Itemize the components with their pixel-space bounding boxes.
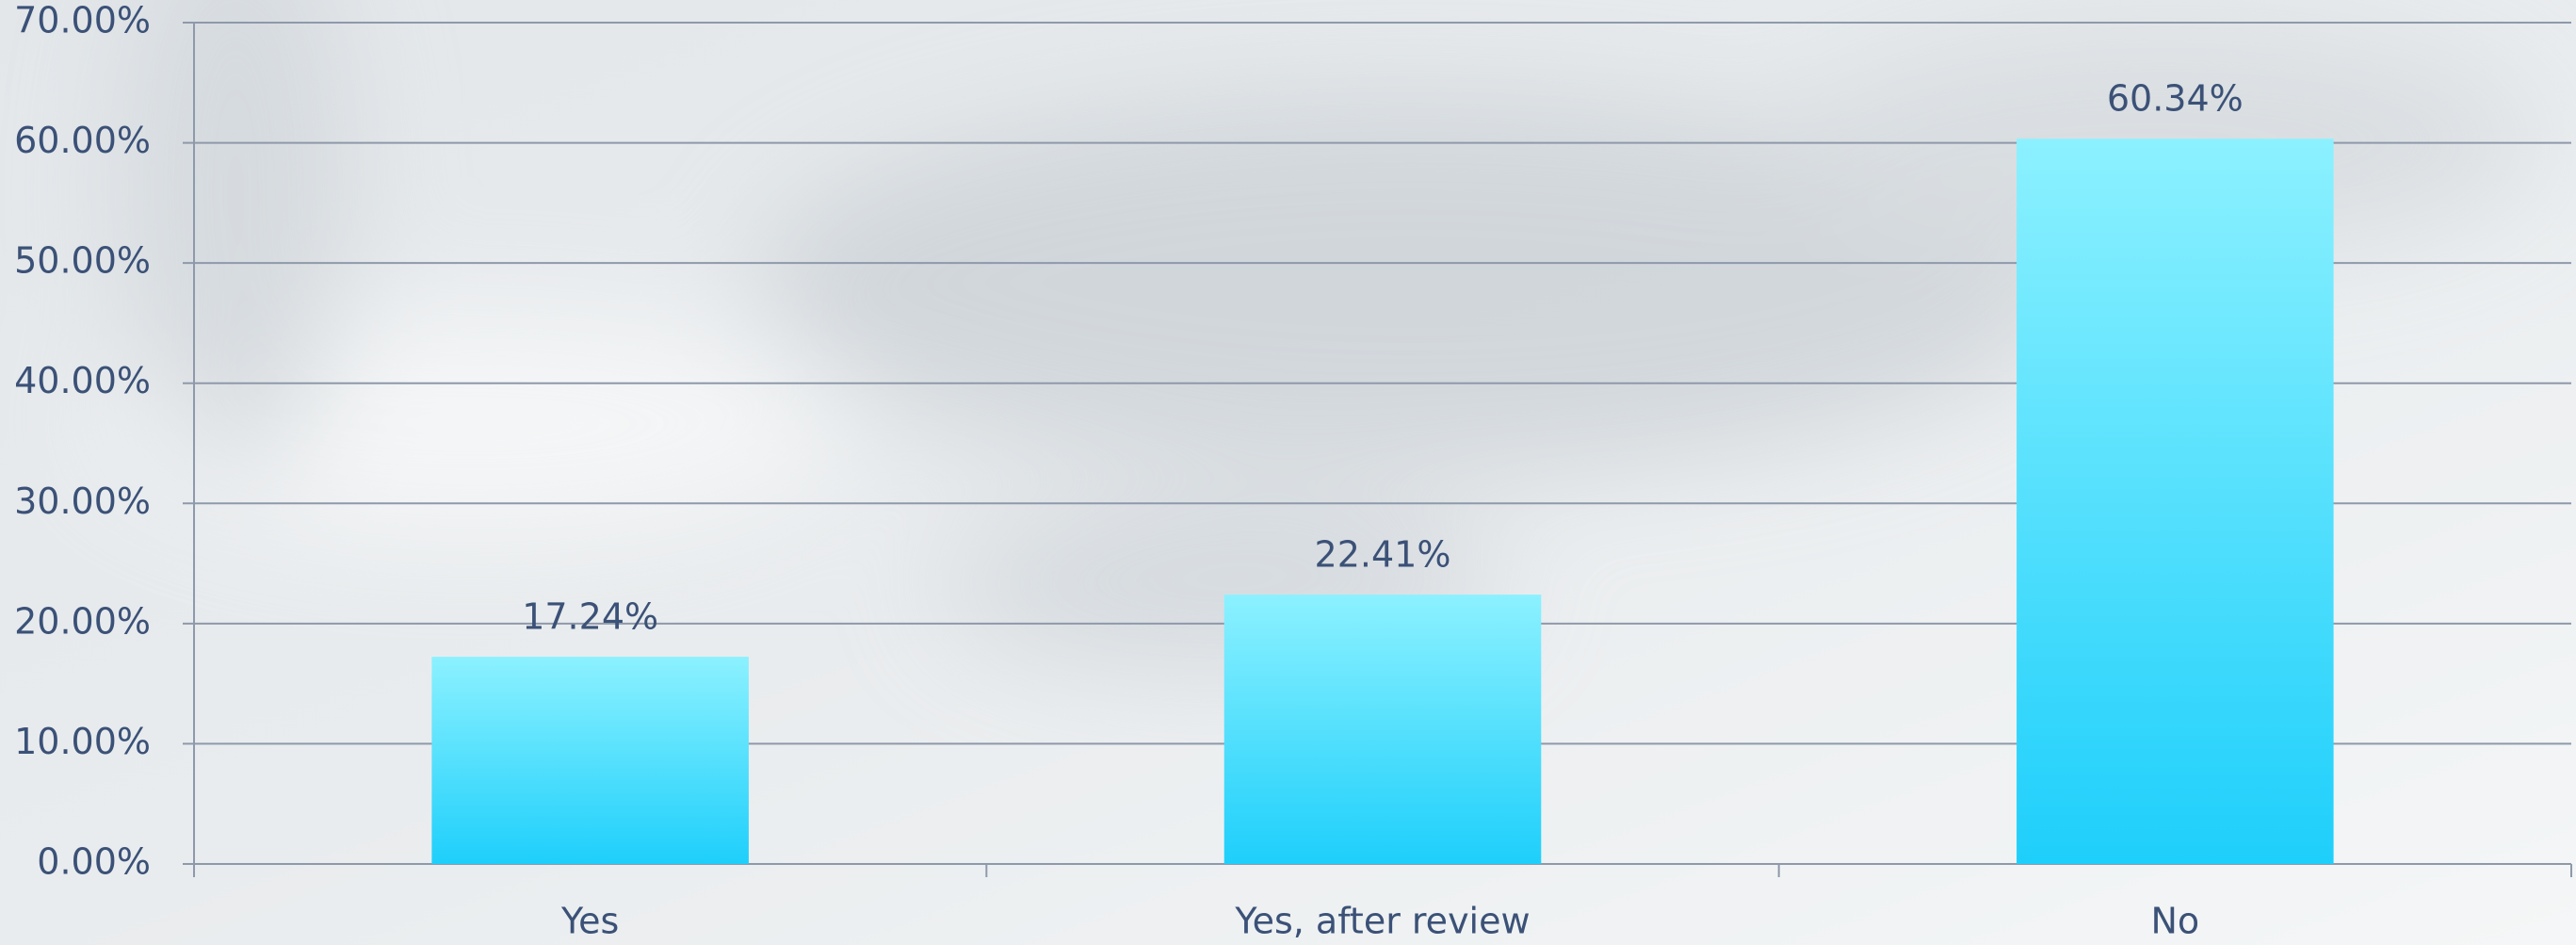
bar: [2017, 138, 2334, 864]
y-tick-label: 50.00%: [14, 240, 151, 282]
bar: [1223, 595, 1542, 864]
value-label: 60.34%: [2107, 78, 2244, 120]
x-tick-label: Yes, after review: [1234, 901, 1530, 942]
y-tick-label: 30.00%: [14, 481, 151, 522]
x-tick-label: Yes: [560, 901, 619, 942]
bar: [431, 657, 749, 864]
y-tick-label: 70.00%: [14, 0, 151, 41]
plot: 0.00% 10.00% 20.00% 30.00% 40.00% 50.00% 60.00…: [14, 0, 2572, 942]
y-tick-label: 10.00%: [14, 721, 151, 762]
value-label: 17.24%: [522, 596, 658, 638]
y-tick-label: 60.00%: [14, 120, 151, 161]
value-label: 22.41%: [1315, 534, 1451, 576]
y-tick-label: 0.00%: [37, 841, 151, 883]
y-tick-label: 20.00%: [14, 600, 151, 642]
y-tick-label: 40.00%: [14, 360, 151, 401]
x-tick-label: No: [2150, 901, 2199, 942]
